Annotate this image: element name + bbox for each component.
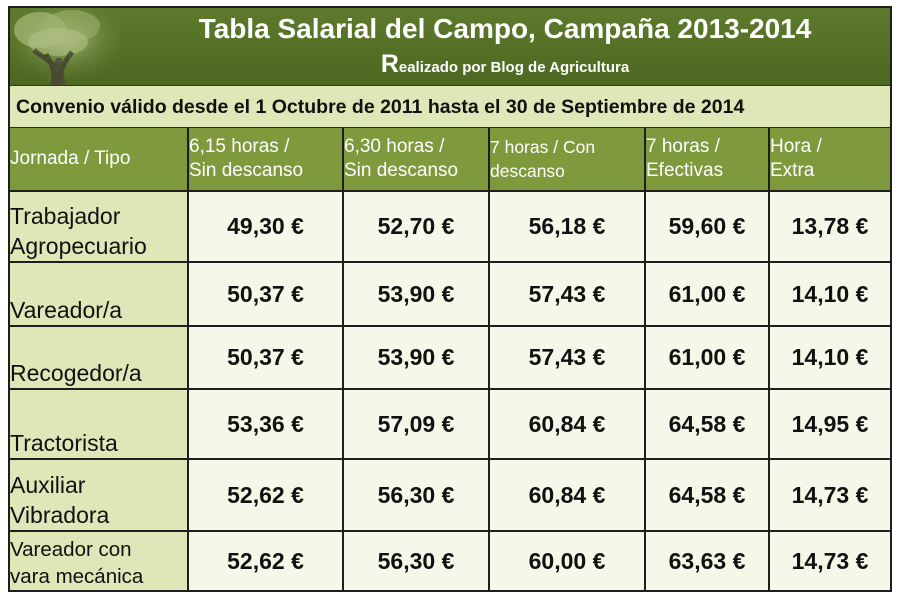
value-cell: 14,73 € (768, 458, 890, 532)
title-bar: Tabla Salarial del Campo, Campaña 2013-2… (10, 8, 890, 86)
value-cell: 14,10 € (768, 325, 890, 390)
value-cell: 64,58 € (644, 458, 770, 532)
subtitle-rest: ealizado por Blog de Agricultura (398, 59, 630, 76)
value-cell: 52,70 € (342, 190, 490, 263)
value-cell: 56,30 € (342, 458, 490, 532)
header-hora-extra: Hora / Extra (768, 128, 890, 192)
value-cell: 52,62 € (187, 530, 344, 590)
value-cell: 56,30 € (342, 530, 490, 590)
value-cell: 14,73 € (768, 530, 890, 590)
value-cell: 52,62 € (187, 458, 344, 532)
page-subtitle: Realizado por Blog de Agricultura (120, 50, 890, 82)
value-cell: 49,30 € (187, 190, 344, 263)
value-cell: 60,84 € (488, 388, 646, 460)
value-cell: 59,60 € (644, 190, 770, 263)
row-label: Vareador/a (10, 261, 189, 327)
value-cell: 56,18 € (488, 190, 646, 263)
value-cell: 14,10 € (768, 261, 890, 327)
value-cell: 64,58 € (644, 388, 770, 460)
value-cell: 50,37 € (187, 325, 344, 390)
value-cell: 60,00 € (488, 530, 646, 590)
header-7-horas-efectivas: 7 horas / Efectivas (644, 128, 770, 192)
header-jornada-tipo: Jornada / Tipo (10, 128, 189, 192)
row-label: Recogedor/a (10, 325, 189, 390)
value-cell: 61,00 € (644, 261, 770, 327)
row-label: Vareador con vara mecánica (10, 530, 189, 590)
table-row: Vareador con vara mecánica 52,62 € 56,30 … (10, 530, 890, 590)
validity-banner: Convenio válido desde el 1 Octubre de 20… (10, 86, 890, 128)
page-title: Tabla Salarial del Campo, Campaña 2013-2… (198, 13, 812, 44)
header-7-horas-con-descanso: 7 horas / Con descanso (488, 128, 646, 192)
header-615-horas: 6,15 horas / Sin descanso (187, 128, 344, 192)
value-cell: 50,37 € (187, 261, 344, 327)
table-row: Recogedor/a 50,37 € 53,90 € 57,43 € 61,0… (10, 325, 890, 390)
value-cell: 60,84 € (488, 458, 646, 532)
olive-tree-icon (10, 8, 120, 85)
value-cell: 57,43 € (488, 325, 646, 390)
value-cell: 53,90 € (342, 261, 490, 327)
row-label: Trabajador Agropecuario (10, 190, 189, 263)
header-row: Jornada / Tipo 6,15 horas / Sin descanso … (10, 128, 890, 192)
value-cell: 57,09 € (342, 388, 490, 460)
value-cell: 57,43 € (488, 261, 646, 327)
row-label: Tractorista (10, 388, 189, 460)
table-row: Tractorista 53,36 € 57,09 € 60,84 € 64,5… (10, 388, 890, 460)
salary-table: Jornada / Tipo 6,15 horas / Sin descanso … (10, 128, 890, 590)
value-cell: 53,36 € (187, 388, 344, 460)
row-label: Auxiliar Vibradora (10, 458, 189, 532)
value-cell: 53,90 € (342, 325, 490, 390)
header-630-horas: 6,30 horas / Sin descanso (342, 128, 490, 192)
table-row: Auxiliar Vibradora 52,62 € 56,30 € 60,84 … (10, 458, 890, 532)
value-cell: 14,95 € (768, 388, 890, 460)
table-row: Trabajador Agropecuario 49,30 € 52,70 € 5… (10, 190, 890, 263)
subtitle-initial: R (380, 50, 399, 78)
salary-table-frame: Tabla Salarial del Campo, Campaña 2013-2… (8, 6, 892, 592)
value-cell: 63,63 € (644, 530, 770, 590)
table-row: Vareador/a 50,37 € 53,90 € 57,43 € 61,00… (10, 261, 890, 327)
value-cell: 13,78 € (768, 190, 890, 263)
value-cell: 61,00 € (644, 325, 770, 390)
